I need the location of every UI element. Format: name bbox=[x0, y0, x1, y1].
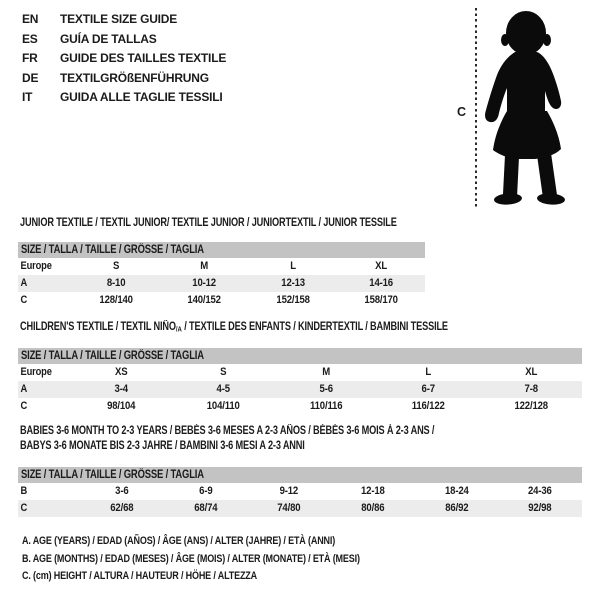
table-row: C 98/104 104/110 110/116 116/122 122/128 bbox=[18, 398, 582, 415]
row-label: C bbox=[20, 294, 28, 306]
size-cell: 98/104 bbox=[107, 399, 136, 412]
row-label: A bbox=[20, 277, 28, 289]
baby-silhouette-image bbox=[485, 11, 565, 205]
size-cell: 18-24 bbox=[444, 485, 469, 497]
language-code: ES bbox=[22, 31, 38, 46]
table-row: A 3-4 4-5 5-6 6-7 7-8 bbox=[18, 380, 582, 398]
junior-table-title: JUNIOR TEXTILE / TEXTIL JUNIOR/ TEXTILE … bbox=[20, 217, 397, 229]
language-code: DE bbox=[22, 70, 39, 85]
size-cell: 6-9 bbox=[198, 485, 213, 497]
size-cell: XS bbox=[114, 365, 128, 378]
row-label: B bbox=[20, 485, 28, 497]
size-cell: 92/98 bbox=[528, 502, 552, 514]
footnote-a: A. AGE (YEARS) / EDAD (AÑOS) / ÂGE (ANS)… bbox=[22, 535, 336, 547]
row-label: Europe bbox=[20, 365, 52, 378]
size-cell: S bbox=[220, 365, 227, 378]
row-label: C bbox=[20, 399, 28, 412]
table-row: C 62/68 68/74 74/80 80/86 86/92 92/98 bbox=[18, 500, 582, 517]
language-row-fr: FR GUIDE DES TAILLES TEXTILE bbox=[22, 49, 226, 69]
language-row-es: ES GUÍA DE TALLAS bbox=[22, 30, 226, 50]
title-subscript: /A bbox=[175, 324, 182, 334]
size-cell: M bbox=[200, 260, 209, 272]
footnote-b: B. AGE (MONTHS) / EDAD (MESES) / ÂGE (MO… bbox=[22, 552, 360, 565]
size-cell: 7-8 bbox=[524, 382, 538, 395]
row-label: Europe bbox=[20, 260, 52, 272]
size-cell: 62/68 bbox=[110, 502, 134, 514]
size-cell: 80/86 bbox=[361, 502, 385, 514]
size-cell: 116/122 bbox=[411, 399, 445, 412]
size-cell: 74/80 bbox=[277, 502, 301, 514]
language-row-en: EN TEXTILE SIZE GUIDE bbox=[22, 10, 226, 30]
children-table: CHILDREN'S TEXTILE / TEXTIL NIÑO/A / TEX… bbox=[18, 320, 582, 415]
table-row: Europe S M L XL bbox=[18, 258, 425, 275]
size-cell: 6-7 bbox=[421, 382, 436, 395]
language-row-it: IT GUIDA ALLE TAGLIE TESSILI bbox=[22, 88, 226, 108]
row-label: C bbox=[20, 502, 28, 514]
size-header-bar: SIZE / TALLA / TAILLE / GRÖSSE / TAGLIA bbox=[18, 242, 425, 258]
language-label: GUÍA DE TALLAS bbox=[60, 31, 157, 46]
size-cell: XL bbox=[374, 260, 387, 272]
size-header-bar: SIZE / TALLA / TAILLE / GRÖSSE / TAGLIA bbox=[18, 467, 582, 483]
size-cell: 10-12 bbox=[192, 277, 217, 289]
language-code: IT bbox=[22, 90, 33, 104]
size-cell: 12-13 bbox=[280, 277, 305, 289]
size-cell: 68/74 bbox=[193, 502, 218, 514]
height-marker-label: C bbox=[457, 105, 466, 119]
language-code: EN bbox=[22, 12, 39, 26]
size-cell: 140/152 bbox=[187, 294, 222, 306]
footnotes: A. AGE (YEARS) / EDAD (AÑOS) / ÂGE (ANS)… bbox=[22, 533, 434, 586]
language-label: TEXTILE SIZE GUIDE bbox=[60, 12, 178, 26]
language-label: GUIDE DES TAILLES TEXTILE bbox=[60, 51, 227, 65]
size-cell: 5-6 bbox=[319, 382, 333, 395]
size-cell: 3-6 bbox=[115, 485, 129, 497]
size-cell: 104/110 bbox=[207, 399, 241, 412]
language-row-de: DE TEXTILGRÖßENFÜHRUNG bbox=[22, 69, 226, 89]
table-row: C 128/140 140/152 152/158 158/170 bbox=[18, 292, 425, 309]
size-cell: 122/128 bbox=[514, 399, 548, 412]
size-cell: 24-36 bbox=[528, 485, 553, 497]
size-cell: 158/170 bbox=[364, 294, 398, 306]
size-cell: 152/158 bbox=[275, 294, 310, 306]
size-cell: 110/116 bbox=[309, 399, 343, 412]
size-cell: 128/140 bbox=[99, 294, 133, 306]
size-cell: XL bbox=[524, 365, 537, 378]
height-measure-line bbox=[475, 8, 477, 208]
row-label: A bbox=[20, 382, 28, 395]
language-label: GUIDA ALLE TAGLIE TESSILI bbox=[60, 90, 223, 104]
size-cell: 12-18 bbox=[361, 485, 385, 497]
size-cell: 86/92 bbox=[444, 502, 469, 514]
size-cell: L bbox=[425, 365, 432, 378]
table-row: Europe XS S M L XL bbox=[18, 364, 582, 381]
size-cell: M bbox=[322, 365, 330, 378]
size-header-bar: SIZE / TALLA / TAILLE / GRÖSSE / TAGLIA bbox=[18, 347, 582, 364]
language-list: EN TEXTILE SIZE GUIDE ES GUÍA DE TALLAS … bbox=[22, 10, 226, 108]
babies-table-title: BABIES 3-6 MONTH TO 2-3 YEARS / BEBÉS 3-… bbox=[20, 425, 435, 452]
language-code: FR bbox=[22, 51, 38, 65]
size-cell: L bbox=[289, 260, 296, 272]
size-cell: 3-4 bbox=[114, 382, 128, 395]
children-table-title: CHILDREN'S TEXTILE / TEXTIL NIÑO/A / TEX… bbox=[20, 321, 448, 334]
size-cell: S bbox=[113, 260, 120, 272]
table-row: A 8-10 10-12 12-13 14-16 bbox=[18, 275, 425, 292]
footnote-c: C. (cm) HEIGHT / ALTURA / HAUTEUR / HÖHE… bbox=[22, 570, 258, 582]
size-cell: 14-16 bbox=[369, 277, 393, 289]
junior-table: JUNIOR TEXTILE / TEXTIL JUNIOR/ TEXTILE … bbox=[18, 216, 425, 309]
babies-table: BABIES 3-6 MONTH TO 2-3 YEARS / BEBÉS 3-… bbox=[18, 424, 582, 517]
size-cell: 4-5 bbox=[216, 382, 231, 395]
language-label: TEXTILGRÖßENFÜHRUNG bbox=[60, 70, 209, 85]
size-cell: 9-12 bbox=[279, 485, 299, 497]
table-row: B 3-6 6-9 9-12 12-18 18-24 24-36 bbox=[18, 483, 582, 500]
size-cell: 8-10 bbox=[106, 277, 126, 289]
